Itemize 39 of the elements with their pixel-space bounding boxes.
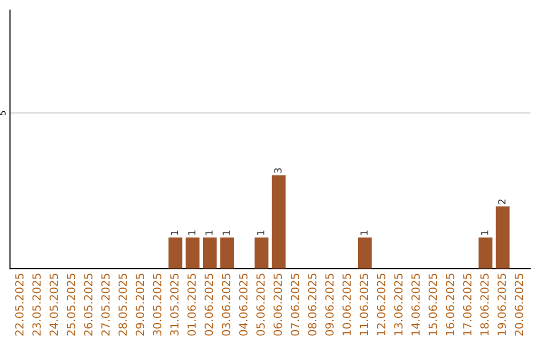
x-tick-label: 08.06.2025 (308, 274, 316, 336)
x-tick-label: 17.06.2025 (463, 274, 472, 336)
data-label: 2 (498, 200, 506, 204)
x-tick-label: 12.06.2025 (376, 274, 386, 336)
data-label: 1 (257, 230, 264, 235)
x-tick-label: 26.05.2025 (84, 274, 92, 336)
x-tick-label: 11.06.2025 (360, 274, 368, 336)
x-tick-label: 15.06.2025 (428, 274, 438, 336)
data-label: 1 (170, 230, 178, 235)
x-tick-label: 05.06.2025 (256, 274, 265, 336)
x-tick-label: 18.06.2025 (480, 274, 489, 336)
x-tick-label: 10.06.2025 (342, 274, 351, 336)
x-tick-label: 27.05.2025 (101, 274, 110, 336)
x-tick-label: 16.06.2025 (446, 274, 454, 336)
x-tick-label: 01.06.2025 (187, 274, 196, 336)
x-tick-label: 02.06.2025 (204, 274, 214, 336)
data-label: 1 (360, 230, 368, 235)
x-tick-label: 25.05.2025 (66, 274, 76, 336)
data-label: 1 (205, 230, 213, 235)
x-tick-label: 28.05.2025 (118, 274, 127, 336)
x-tick-label: 30.05.2025 (152, 274, 162, 336)
data-label: 1 (481, 230, 488, 235)
x-tick-label: 23.05.2025 (32, 274, 41, 336)
data-label: 1 (188, 230, 196, 235)
x-tick-label: 04.06.2025 (239, 274, 248, 336)
data-label: 1 (222, 230, 230, 235)
x-tick-label: 31.05.2025 (170, 274, 179, 336)
x-tick-label: 03.06.2025 (222, 274, 230, 336)
x-tick-label: 06.06.2025 (274, 274, 282, 336)
x-tick-label: 20.06.2025 (514, 274, 524, 336)
x-tick-label: 29.05.2025 (136, 274, 144, 336)
x-tick-label: 13.06.2025 (394, 274, 403, 336)
x-tick-label: 14.06.2025 (411, 274, 420, 336)
x-tick-label: 19.06.2025 (498, 274, 506, 336)
x-tick-label: 09.06.2025 (325, 274, 334, 336)
x-tick-label: 22.05.2025 (15, 274, 24, 336)
data-label: 3 (274, 168, 282, 173)
x-tick-label: 24.05.2025 (50, 274, 58, 336)
x-tick-label: 07.06.2025 (290, 274, 300, 336)
